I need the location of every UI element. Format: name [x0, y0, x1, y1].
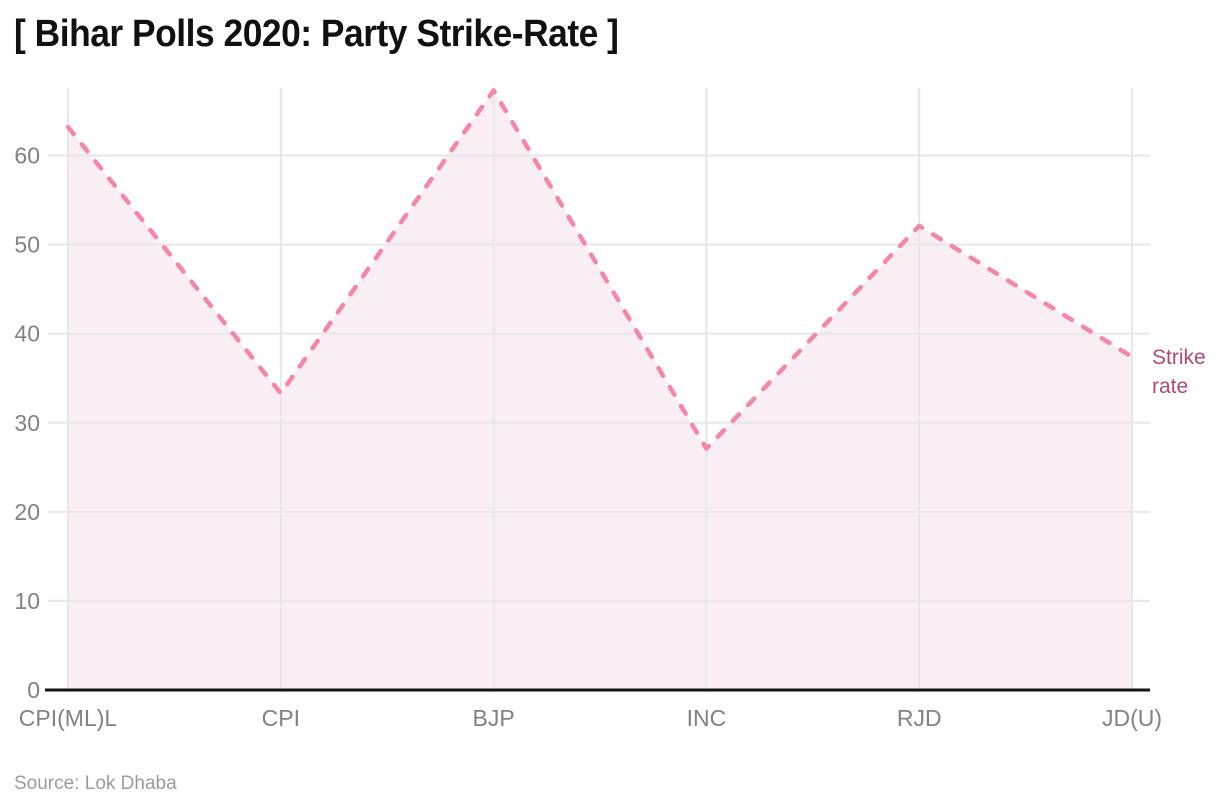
series-line — [65, 88, 1135, 451]
y-tick-label: 20 — [14, 499, 40, 525]
series-direct-label: Strike rate — [1152, 346, 1206, 398]
source-note: Source: Lok Dhaba — [14, 773, 177, 794]
x-axis-label: BJP — [473, 705, 515, 731]
x-axis-labels: CPI(ML)L CPI BJP INC RJD JD(U) — [19, 705, 1162, 731]
x-gridlines — [67, 88, 1133, 690]
y-tick-label: 50 — [14, 232, 40, 258]
y-gridlines — [48, 154, 1150, 602]
y-tick-label: 10 — [14, 588, 40, 614]
x-axis-label: CPI(ML)L — [19, 705, 118, 731]
y-tick-label: 30 — [14, 410, 40, 436]
chart-title: [ Bihar Polls 2020: Party Strike-Rate ] — [14, 13, 619, 55]
x-axis-label: INC — [687, 705, 727, 731]
y-tick-label: 0 — [27, 677, 40, 703]
x-axis-label: CPI — [262, 705, 300, 731]
y-tick-labels: 0 10 20 30 40 50 60 — [14, 143, 40, 703]
y-tick-label: 60 — [14, 143, 40, 169]
area-fill — [68, 90, 1132, 691]
x-axis-label: JD(U) — [1102, 705, 1162, 731]
x-axis-label: RJD — [897, 705, 942, 731]
y-tick-label: 40 — [14, 321, 40, 347]
